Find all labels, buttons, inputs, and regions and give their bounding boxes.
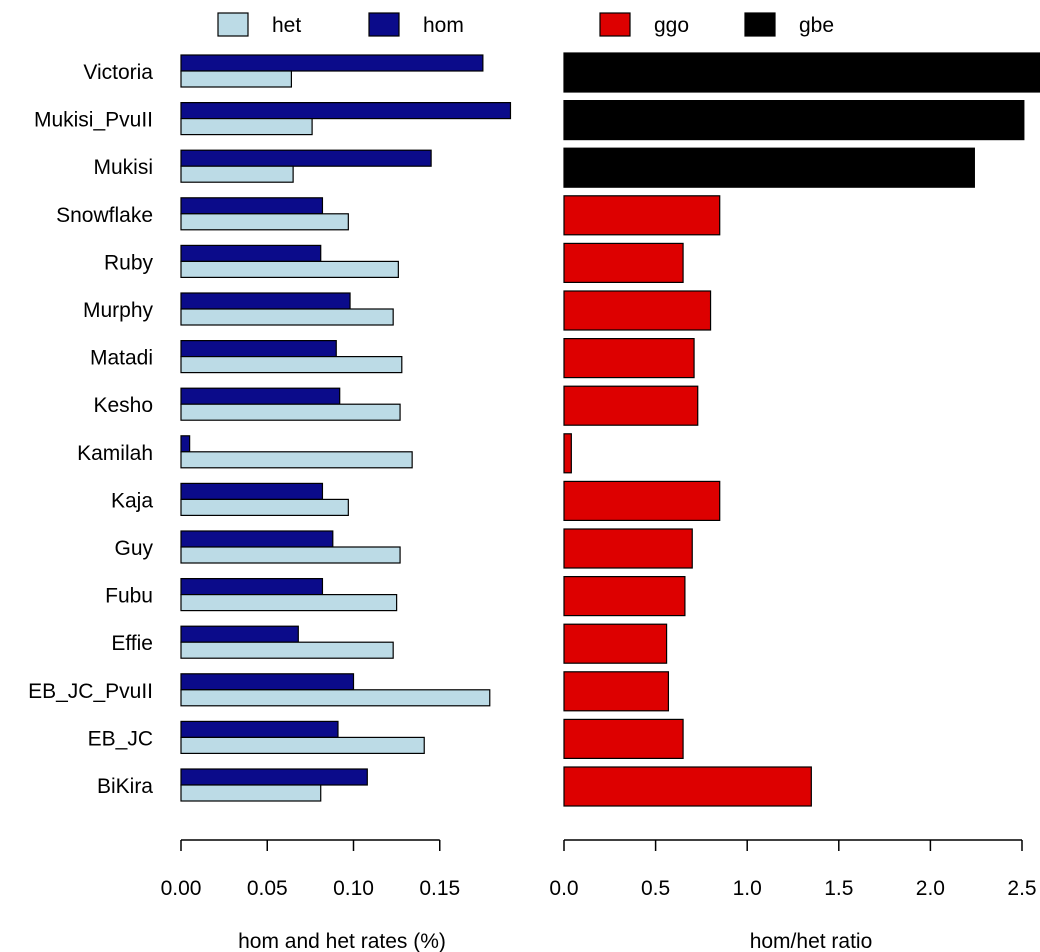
category-label-victoria: Victoria <box>83 61 153 84</box>
bar-hom-bikira <box>180 768 368 786</box>
bar-hom-kamilah <box>180 435 191 453</box>
bar-ratio-fubu <box>563 575 686 617</box>
bar-hom-kesho <box>180 387 341 405</box>
ratio-tick-label-2-5: 2.5 <box>1007 877 1036 900</box>
bar-ratio-victoria <box>563 52 1040 93</box>
bar-het-fubu <box>180 593 398 612</box>
bar-hom-ruby <box>180 244 322 262</box>
bar-hom-snowflake <box>180 197 324 215</box>
rates-tick-label-0-05: 0.05 <box>247 877 288 900</box>
bar-het-mukisi-pvuii <box>180 117 313 136</box>
bar-hom-victoria <box>180 54 484 72</box>
bar-hom-eb-jc-pvuii <box>180 673 355 691</box>
bar-ratio-kamilah <box>563 433 572 474</box>
bar-ratio-kaja <box>563 480 721 521</box>
bar-hom-mukisi-pvuii <box>180 101 512 120</box>
legend-swatch-ggo <box>599 12 631 37</box>
bar-het-murphy <box>180 308 394 326</box>
bar-het-guy <box>180 546 401 564</box>
bar-het-victoria <box>180 70 293 88</box>
rates-tick-label-0-15: 0.15 <box>419 877 460 900</box>
category-label-murphy: Murphy <box>83 299 154 322</box>
bar-het-bikira <box>180 784 322 802</box>
rates-tick-label-0-10: 0.10 <box>333 877 374 900</box>
bar-ratio-murphy <box>563 290 712 331</box>
bar-hom-kaja <box>180 482 324 500</box>
ratio-x-axis-title: hom/het ratio <box>750 930 873 952</box>
category-label-kaja: Kaja <box>111 489 153 512</box>
legend-label-ggo: ggo <box>654 14 689 37</box>
legend-swatch-hom <box>368 12 400 37</box>
rate-bars <box>180 54 512 802</box>
bar-ratio-kesho <box>563 385 699 426</box>
bar-ratio-eb-jc <box>563 718 684 760</box>
ratio-x-axis: 0.0 0.5 1.0 1.5 2.0 2.5 <box>549 839 1037 900</box>
bar-ratio-ruby <box>563 242 684 283</box>
legend-left: het hom <box>217 12 464 37</box>
category-label-snowflake: Snowflake <box>56 204 153 227</box>
category-label-eb-jc-pvuii: EB_JC_PvuII <box>28 680 153 703</box>
bar-het-matadi <box>180 356 403 374</box>
bar-het-eb-jc-pvuii <box>180 689 491 707</box>
category-label-effie: Effie <box>111 632 153 655</box>
bar-hom-fubu <box>180 577 324 596</box>
bar-ratio-effie <box>563 623 668 664</box>
bar-het-eb-jc <box>180 736 425 755</box>
rates-x-axis: 0.00 0.05 0.10 0.15 <box>161 839 460 900</box>
bar-ratio-bikira <box>563 766 812 807</box>
bar-hom-murphy <box>180 292 351 310</box>
legend-swatch-het <box>217 12 249 37</box>
bar-ratio-eb-jc-pvuii <box>563 671 670 712</box>
category-label-eb-jc: EB_JC <box>88 727 153 750</box>
bar-hom-effie <box>180 625 299 643</box>
ratio-tick-label-1-5: 1.5 <box>824 877 853 900</box>
ratio-tick-label-1-0: 1.0 <box>733 877 762 900</box>
bar-ratio-guy <box>563 528 693 569</box>
category-labels: Victoria Mukisi_PvuII Mukisi Snowflake Ruby M… <box>28 61 153 798</box>
ratio-panel: 0.0 0.5 1.0 1.5 2.0 2.5 hom/het ratio <box>549 52 1040 952</box>
bar-hom-guy <box>180 530 334 548</box>
rates-tick-label-0-00: 0.00 <box>161 877 202 900</box>
bar-ratio-mukisi <box>563 147 975 188</box>
bar-hom-matadi <box>180 340 337 358</box>
category-label-guy: Guy <box>114 537 153 560</box>
bar-ratio-mukisi-pvuii <box>563 99 1025 141</box>
bar-het-kamilah <box>180 451 413 469</box>
category-label-bikira: BiKira <box>97 775 153 798</box>
ratio-tick-label-0-5: 0.5 <box>641 877 670 900</box>
bar-het-kesho <box>180 403 401 421</box>
bar-het-snowflake <box>180 213 349 231</box>
bar-hom-eb-jc <box>180 720 339 739</box>
category-label-mukisi-pvuii: Mukisi_PvuII <box>34 109 153 132</box>
legend-label-het: het <box>272 14 301 37</box>
legend-swatch-gbe <box>744 12 776 37</box>
bar-ratio-matadi <box>563 338 695 379</box>
bar-het-mukisi <box>180 165 294 183</box>
legend-label-gbe: gbe <box>799 14 834 37</box>
ratio-tick-label-2-0: 2.0 <box>916 877 945 900</box>
rates-x-axis-title: hom and het rates (%) <box>238 930 446 952</box>
bar-hom-mukisi <box>180 149 432 167</box>
ratio-bars <box>563 52 1040 807</box>
category-label-kamilah: Kamilah <box>77 442 153 465</box>
category-label-mukisi: Mukisi <box>93 156 153 179</box>
category-label-fubu: Fubu <box>105 585 153 608</box>
legend-right: ggo gbe <box>599 12 834 37</box>
category-label-matadi: Matadi <box>90 347 153 370</box>
category-label-ruby: Ruby <box>104 251 154 274</box>
category-label-kesho: Kesho <box>93 394 153 417</box>
bar-het-ruby <box>180 260 399 278</box>
rates-panel: Victoria Mukisi_PvuII Mukisi Snowflake Ruby M… <box>28 54 512 952</box>
ratio-tick-label-0-0: 0.0 <box>549 877 578 900</box>
bar-het-kaja <box>180 498 349 516</box>
bar-ratio-snowflake <box>563 195 721 236</box>
bar-het-effie <box>180 641 394 659</box>
legend-label-hom: hom <box>423 14 464 37</box>
